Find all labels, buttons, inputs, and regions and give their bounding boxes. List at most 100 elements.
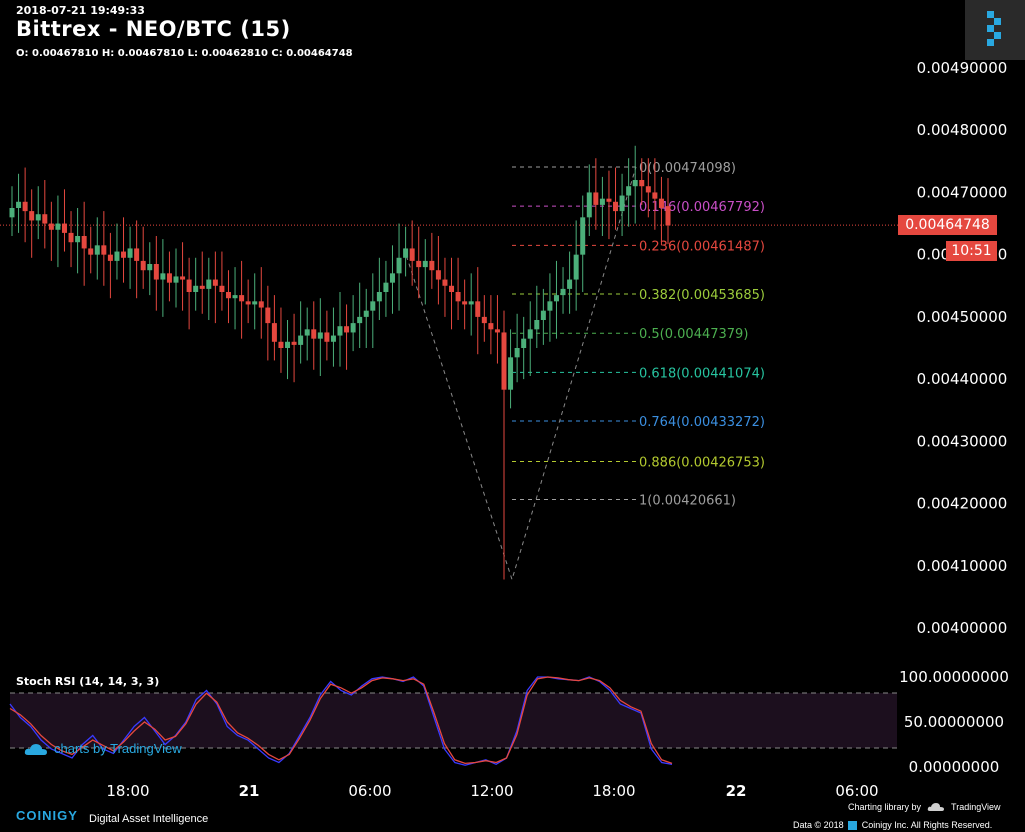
- candle-body: [560, 288, 566, 296]
- candle-body: [416, 260, 422, 268]
- fibonacci-retracement[interactable]: 0(0.00474098) 0.146(0.00467792) 0.236(0.00…: [403, 161, 765, 582]
- copyright-pre: Data © 2018: [793, 820, 844, 830]
- candle-body: [101, 245, 107, 255]
- tradingview-cloud-icon: [927, 803, 945, 811]
- candle-body: [206, 279, 212, 289]
- candle-body: [449, 285, 455, 292]
- candle-body: [252, 301, 258, 305]
- candle-body: [55, 223, 61, 230]
- candle-body: [389, 273, 395, 283]
- time-tick-label: 22: [726, 782, 747, 800]
- candle-body: [409, 248, 415, 261]
- stoch-tick-label: 0.00000000: [909, 758, 1000, 776]
- candle-body: [462, 301, 468, 305]
- candle-body: [330, 335, 336, 342]
- candle-body: [508, 357, 514, 390]
- price-tick-label: 0.00400000: [917, 619, 1008, 637]
- candle-body: [481, 316, 487, 324]
- candle-body: [219, 285, 225, 292]
- stoch-axis: 100.00000000 50.00000000 0.00000000: [899, 668, 1009, 776]
- candle-body: [134, 248, 140, 261]
- candle-body: [271, 323, 277, 342]
- stoch-tick-label: 50.00000000: [904, 713, 1004, 731]
- brand-name: COINIGY: [16, 808, 78, 823]
- price-tick-label: 0.00470000: [917, 183, 1008, 201]
- copyright-post: Coinigy Inc. All Rights Reserved.: [861, 820, 993, 830]
- candle-body: [173, 276, 179, 283]
- fib-level-label: 0(0.00474098): [639, 161, 736, 176]
- coinigy-brand[interactable]: COINIGY: [16, 808, 78, 823]
- candle-body: [514, 348, 520, 358]
- chart-timestamp: 2018-07-21 19:49:33: [16, 4, 145, 17]
- candle-body: [613, 201, 619, 212]
- chart-title: Bittrex - NEO/BTC (15): [16, 17, 291, 41]
- price-tick-label: 0.00490000: [917, 59, 1008, 77]
- candle-body: [324, 332, 330, 342]
- fib-level-label: 0.764(0.00433272): [639, 415, 765, 430]
- candle-body: [501, 332, 507, 390]
- candle-body: [665, 206, 671, 226]
- fib-level-label: 0.886(0.00426753): [639, 456, 765, 471]
- fib-trend-line: [403, 166, 637, 582]
- candle-body: [403, 248, 409, 258]
- candle-body: [186, 279, 192, 292]
- price-tick-label: 0.00420000: [917, 495, 1008, 513]
- candle-body: [599, 198, 605, 205]
- candle-body: [632, 180, 638, 187]
- candle-body: [396, 257, 402, 274]
- candle-body: [81, 236, 87, 249]
- candle-body: [48, 223, 54, 230]
- candle-body: [304, 329, 310, 336]
- candle-body: [311, 329, 317, 339]
- candle-body: [593, 192, 599, 205]
- ohlc-readout: O: 0.00467810 H: 0.00467810 L: 0.0046281…: [16, 48, 353, 59]
- candle-body: [245, 301, 251, 305]
- candle-body: [75, 236, 81, 243]
- candle-body: [547, 301, 553, 311]
- candle-body: [42, 214, 48, 224]
- candle-body: [422, 260, 428, 268]
- time-tick-label: 06:00: [835, 782, 878, 800]
- candle-body: [455, 292, 461, 302]
- candle-body: [278, 341, 284, 348]
- brand-tagline: Digital Asset Intelligence: [89, 813, 209, 825]
- candle-body: [88, 248, 94, 255]
- candle-body: [114, 251, 120, 261]
- candle-body: [193, 285, 199, 292]
- candle-body: [153, 264, 159, 280]
- price-axis[interactable]: 0.004900000.004800000.004700000.00460000…: [917, 59, 1008, 637]
- candle-body: [468, 301, 474, 305]
- candle-body: [160, 273, 166, 280]
- candle-body: [573, 254, 579, 280]
- candle-body: [363, 310, 369, 317]
- tradingview-watermark[interactable]: charts by TradingView: [24, 741, 182, 756]
- candle-body: [166, 273, 172, 283]
- candle-body: [199, 285, 205, 289]
- candle-body: [488, 323, 494, 330]
- time-axis[interactable]: 18:00 21 06:00 12:00 18:00 22 06:00: [106, 782, 878, 800]
- candle-body: [147, 264, 153, 271]
- candle-body: [475, 301, 481, 317]
- copyright-line: Data © 2018 Coinigy Inc. All Rights Rese…: [793, 820, 993, 831]
- candle-body: [370, 301, 376, 311]
- coinigy-logo-icon: [987, 11, 1001, 46]
- charting-credit[interactable]: Charting library by TradingView: [848, 802, 1001, 812]
- candle-body: [652, 192, 658, 199]
- candle-body: [317, 332, 323, 339]
- candle-body: [22, 201, 28, 212]
- time-tick-label: 06:00: [348, 782, 391, 800]
- fib-level-label: 1(0.00420661): [639, 493, 736, 508]
- fib-level-label: 0.5(0.00447379): [639, 327, 748, 342]
- candle-body: [16, 201, 22, 208]
- time-tick-label: 18:00: [106, 782, 149, 800]
- candle-body: [540, 310, 546, 320]
- stoch-d-line: [9, 676, 673, 765]
- candle-timer-tag: 10:51: [946, 241, 997, 261]
- candlestick-series: [9, 145, 671, 580]
- coinigy-logo-button[interactable]: [965, 0, 1025, 60]
- candle-body: [180, 276, 186, 280]
- candle-body: [285, 341, 291, 348]
- candle-body: [645, 186, 651, 193]
- candle-body: [291, 341, 297, 345]
